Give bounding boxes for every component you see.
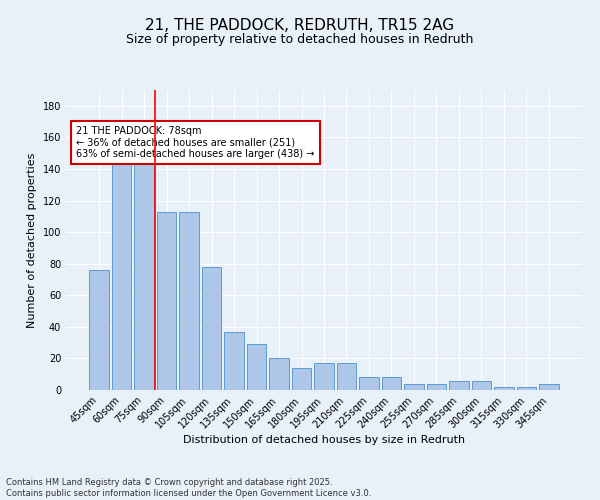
Bar <box>134 154 154 390</box>
Bar <box>89 270 109 390</box>
Y-axis label: Number of detached properties: Number of detached properties <box>27 152 37 328</box>
Bar <box>179 212 199 390</box>
Bar <box>449 380 469 390</box>
Bar <box>247 344 266 390</box>
Bar <box>314 363 334 390</box>
Bar <box>472 380 491 390</box>
Bar <box>359 378 379 390</box>
Text: Contains HM Land Registry data © Crown copyright and database right 2025.
Contai: Contains HM Land Registry data © Crown c… <box>6 478 371 498</box>
Bar <box>269 358 289 390</box>
Bar <box>539 384 559 390</box>
Bar <box>517 387 536 390</box>
Bar <box>494 387 514 390</box>
Bar <box>404 384 424 390</box>
Text: 21, THE PADDOCK, REDRUTH, TR15 2AG: 21, THE PADDOCK, REDRUTH, TR15 2AG <box>145 18 455 32</box>
Bar <box>202 267 221 390</box>
Text: Size of property relative to detached houses in Redruth: Size of property relative to detached ho… <box>127 32 473 46</box>
Bar <box>382 378 401 390</box>
Bar <box>112 161 131 390</box>
Bar <box>337 363 356 390</box>
Bar <box>157 212 176 390</box>
Bar <box>224 332 244 390</box>
Text: 21 THE PADDOCK: 78sqm
← 36% of detached houses are smaller (251)
63% of semi-det: 21 THE PADDOCK: 78sqm ← 36% of detached … <box>76 126 314 159</box>
X-axis label: Distribution of detached houses by size in Redruth: Distribution of detached houses by size … <box>183 436 465 446</box>
Bar <box>292 368 311 390</box>
Bar <box>427 384 446 390</box>
